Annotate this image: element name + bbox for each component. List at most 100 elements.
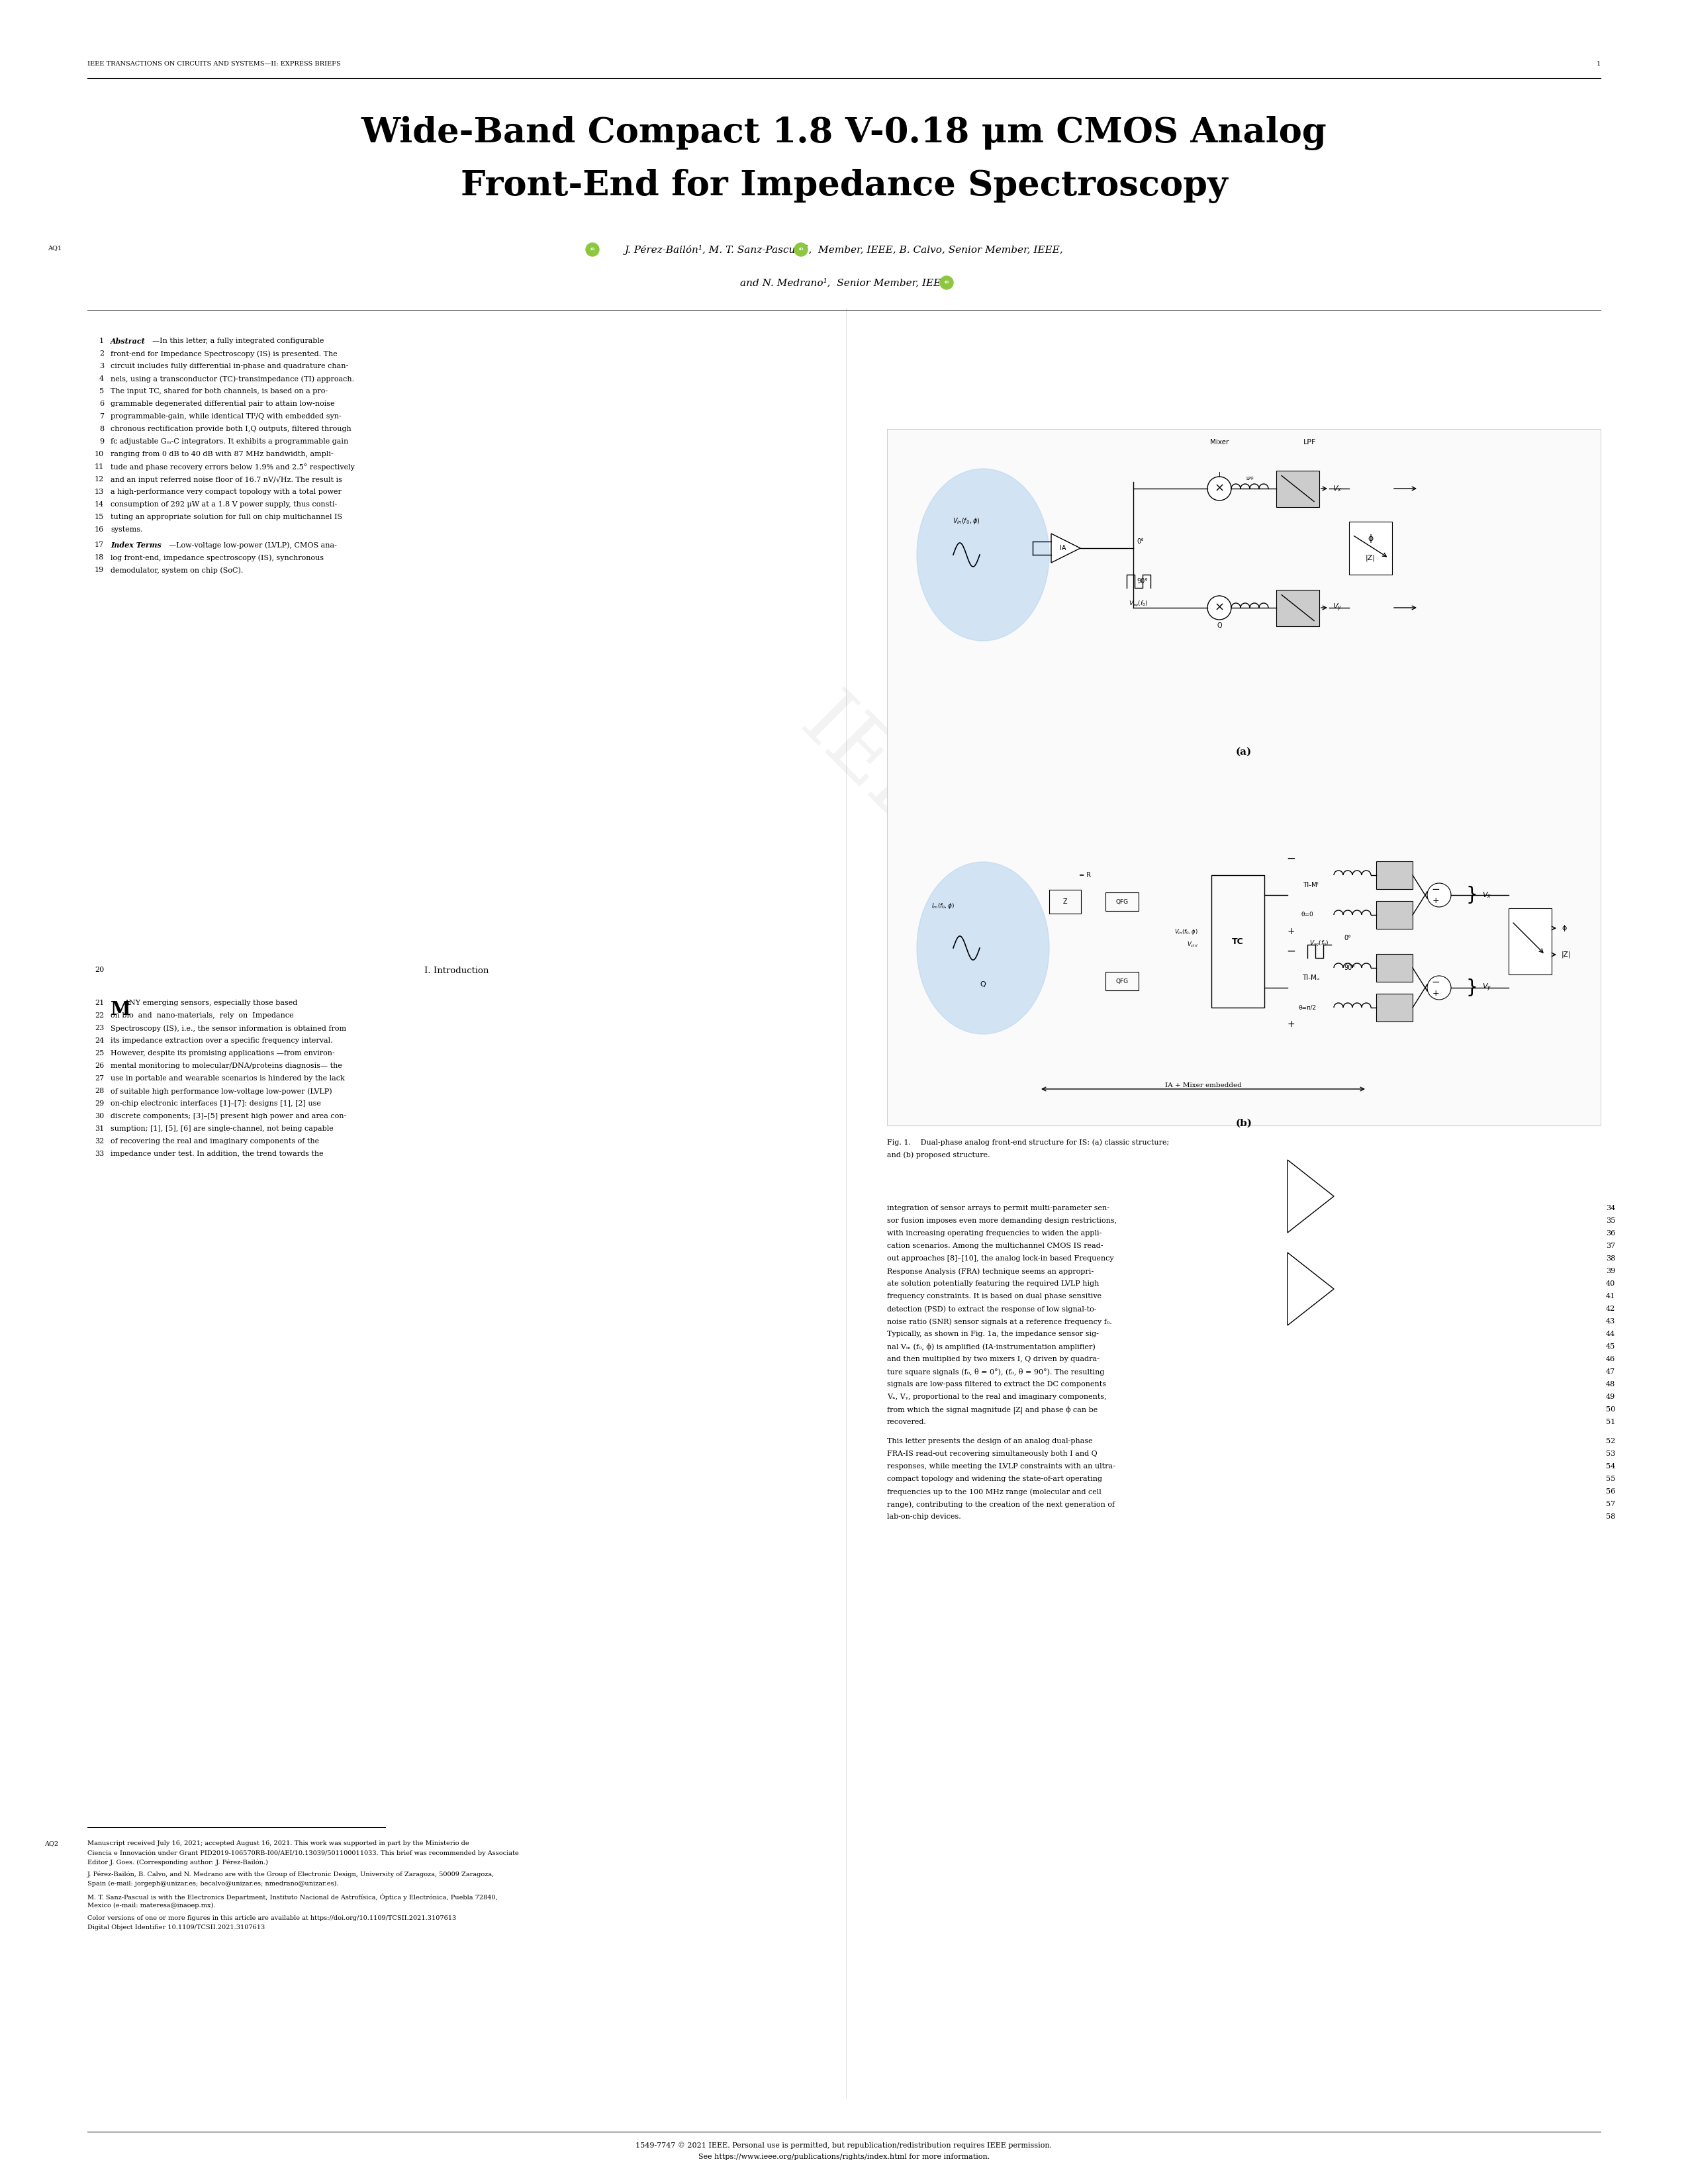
Text: Manuscript received July 16, 2021; accepted August 16, 2021. This work was suppo: Manuscript received July 16, 2021; accep… bbox=[88, 1841, 469, 1845]
Text: 55: 55 bbox=[1605, 1476, 1615, 1483]
Text: 14: 14 bbox=[95, 500, 105, 507]
Text: 5: 5 bbox=[100, 389, 105, 395]
Text: 1549-7747 © 2021 IEEE. Personal use is permitted, but republication/redistributi: 1549-7747 © 2021 IEEE. Personal use is p… bbox=[636, 2143, 1052, 2149]
Text: on-chip electronic interfaces [1]–[7]: designs [1], [2] use: on-chip electronic interfaces [1]–[7]: d… bbox=[110, 1101, 321, 1107]
Text: However, despite its promising applications —from environ-: However, despite its promising applicati… bbox=[110, 1051, 334, 1057]
Text: 25: 25 bbox=[95, 1051, 105, 1057]
Text: I. Introduction: I. Introduction bbox=[424, 968, 490, 974]
Text: 48: 48 bbox=[1605, 1380, 1615, 1387]
Text: 90°: 90° bbox=[1344, 965, 1355, 972]
Text: Q: Q bbox=[981, 981, 986, 987]
Text: Q: Q bbox=[1217, 622, 1222, 629]
Text: (b): (b) bbox=[1236, 1118, 1252, 1129]
Text: Wide-Band Compact 1.8 V-0.18 μm CMOS Analog: Wide-Band Compact 1.8 V-0.18 μm CMOS Ana… bbox=[361, 116, 1327, 151]
Text: The input TC, shared for both channels, is based on a pro-: The input TC, shared for both channels, … bbox=[110, 389, 327, 395]
Ellipse shape bbox=[917, 863, 1050, 1033]
Text: 20: 20 bbox=[95, 968, 105, 974]
Text: J. Pérez-Bailón, B. Calvo, and N. Medrano are with the Group of Electronic Desig: J. Pérez-Bailón, B. Calvo, and N. Medran… bbox=[88, 1872, 495, 1878]
Bar bbox=[1376, 902, 1413, 928]
Text: AQ2: AQ2 bbox=[44, 1841, 59, 1845]
Text: Front-End for Impedance Spectroscopy: Front-End for Impedance Spectroscopy bbox=[461, 168, 1227, 203]
Text: $V_{in}(f_0,\phi)$: $V_{in}(f_0,\phi)$ bbox=[952, 515, 981, 526]
Text: J. Pérez-Bailón¹, M. T. Sanz-Pascual¹,  Member, IEEE, B. Calvo, Senior Member, I: J. Pérez-Bailón¹, M. T. Sanz-Pascual¹, M… bbox=[625, 245, 1063, 256]
Text: 38: 38 bbox=[1605, 1256, 1615, 1262]
Text: and an input referred noise floor of 16.7 nV/√Hz. The result is: and an input referred noise floor of 16.… bbox=[110, 476, 343, 483]
Text: iD: iD bbox=[591, 249, 594, 251]
Text: ϕ: ϕ bbox=[1561, 924, 1566, 930]
Text: mental monitoring to molecular/DNA/proteins diagnosis— the: mental monitoring to molecular/DNA/prote… bbox=[110, 1064, 343, 1070]
Text: circuit includes fully differential in-phase and quadrature chan-: circuit includes fully differential in-p… bbox=[110, 363, 348, 369]
Bar bbox=[1050, 889, 1080, 913]
Bar bbox=[886, 428, 1600, 1125]
Text: grammable degenerated differential pair to attain low-noise: grammable degenerated differential pair … bbox=[110, 400, 334, 406]
Text: lab-on-chip devices.: lab-on-chip devices. bbox=[886, 1514, 960, 1520]
Text: and then multiplied by two mixers I, Q driven by quadra-: and then multiplied by two mixers I, Q d… bbox=[886, 1356, 1099, 1363]
Text: 34: 34 bbox=[1605, 1206, 1615, 1212]
Text: range), contributing to the creation of the next generation of: range), contributing to the creation of … bbox=[886, 1500, 1114, 1507]
Text: ×: × bbox=[1214, 483, 1224, 494]
Text: 57: 57 bbox=[1605, 1500, 1615, 1507]
Text: 0°: 0° bbox=[1136, 537, 1144, 544]
Text: 26: 26 bbox=[95, 1064, 105, 1070]
Bar bbox=[1376, 994, 1413, 1022]
Text: LPF: LPF bbox=[1246, 476, 1254, 480]
Text: $V_y$: $V_y$ bbox=[1332, 603, 1342, 614]
Text: 30: 30 bbox=[95, 1114, 105, 1120]
Text: 90°: 90° bbox=[1136, 579, 1148, 585]
Text: 41: 41 bbox=[1605, 1293, 1615, 1299]
Text: +: + bbox=[1433, 895, 1440, 904]
Circle shape bbox=[1426, 882, 1452, 906]
Text: recovered.: recovered. bbox=[886, 1420, 927, 1426]
Text: 47: 47 bbox=[1605, 1369, 1615, 1376]
Text: frequencies up to the 100 MHz range (molecular and cell: frequencies up to the 100 MHz range (mol… bbox=[886, 1487, 1101, 1496]
Text: (a): (a) bbox=[1236, 747, 1252, 756]
Text: 53: 53 bbox=[1605, 1450, 1615, 1457]
Text: $V_y$: $V_y$ bbox=[1482, 983, 1492, 994]
Text: a high-performance very compact topology with a total power: a high-performance very compact topology… bbox=[110, 489, 341, 496]
Text: 22: 22 bbox=[95, 1011, 105, 1020]
Text: compact topology and widening the state-of-art operating: compact topology and widening the state-… bbox=[886, 1476, 1102, 1483]
Text: 7: 7 bbox=[100, 413, 105, 419]
Text: ate solution potentially featuring the required LVLP high: ate solution potentially featuring the r… bbox=[886, 1280, 1099, 1286]
Circle shape bbox=[795, 242, 807, 256]
Text: out approaches [8]–[10], the analog lock-in based Frequency: out approaches [8]–[10], the analog lock… bbox=[886, 1256, 1114, 1262]
Text: discrete components; [3]–[5] present high power and area con-: discrete components; [3]–[5] present hig… bbox=[110, 1114, 346, 1120]
Bar bbox=[1376, 860, 1413, 889]
Text: on bio  and  nano-materials,  rely  on  Impedance: on bio and nano-materials, rely on Imped… bbox=[110, 1011, 294, 1020]
Text: 4: 4 bbox=[100, 376, 105, 382]
Text: sor fusion imposes even more demanding design restrictions,: sor fusion imposes even more demanding d… bbox=[886, 1216, 1117, 1223]
Text: See https://www.ieee.org/publications/rights/index.html for more information.: See https://www.ieee.org/publications/ri… bbox=[699, 2153, 989, 2160]
Bar bbox=[1106, 893, 1139, 911]
Text: M: M bbox=[110, 1000, 132, 1020]
Text: signals are low-pass filtered to extract the DC components: signals are low-pass filtered to extract… bbox=[886, 1380, 1106, 1387]
Text: 35: 35 bbox=[1605, 1216, 1615, 1223]
Text: }: } bbox=[1465, 887, 1477, 904]
Text: FRA-IS read-out recovering simultaneously both I and Q: FRA-IS read-out recovering simultaneousl… bbox=[886, 1450, 1097, 1457]
Text: 42: 42 bbox=[1605, 1306, 1615, 1313]
Text: −: − bbox=[1431, 885, 1440, 895]
Text: 54: 54 bbox=[1605, 1463, 1615, 1470]
Text: +: + bbox=[1433, 989, 1440, 998]
Text: Abstract: Abstract bbox=[110, 339, 145, 345]
Text: |Z|: |Z| bbox=[1366, 555, 1376, 561]
Text: nal Vᵢₙ (f₀, ϕ) is amplified (IA-instrumentation amplifier): nal Vᵢₙ (f₀, ϕ) is amplified (IA-instrum… bbox=[886, 1343, 1096, 1350]
Bar bbox=[1376, 954, 1413, 983]
Circle shape bbox=[1426, 976, 1452, 1000]
Text: 9: 9 bbox=[100, 439, 105, 446]
Text: 29: 29 bbox=[95, 1101, 105, 1107]
Text: Fig. 1.  Dual-phase analog front-end structure for IS: (a) classic structure;: Fig. 1. Dual-phase analog front-end stru… bbox=[886, 1138, 1170, 1147]
Text: ANY emerging sensors, especially those based: ANY emerging sensors, especially those b… bbox=[123, 1000, 297, 1007]
Text: TI-Mᵤ: TI-Mᵤ bbox=[1301, 974, 1320, 981]
Text: frequency constraints. It is based on dual phase sensitive: frequency constraints. It is based on du… bbox=[886, 1293, 1102, 1299]
Text: programmable-gain, while identical TIᴵ/Q with embedded syn-: programmable-gain, while identical TIᴵ/Q… bbox=[110, 413, 341, 419]
Text: 40: 40 bbox=[1605, 1280, 1615, 1286]
Text: noise ratio (SNR) sensor signals at a reference frequency f₀.: noise ratio (SNR) sensor signals at a re… bbox=[886, 1319, 1112, 1326]
Text: Vₓ, Vᵧ, proportional to the real and imaginary components,: Vₓ, Vᵧ, proportional to the real and ima… bbox=[886, 1393, 1107, 1400]
Text: 1: 1 bbox=[1597, 61, 1600, 68]
Text: integration of sensor arrays to permit multi-parameter sen-: integration of sensor arrays to permit m… bbox=[886, 1206, 1109, 1212]
Text: = R: = R bbox=[1079, 871, 1090, 878]
Text: $V_x$: $V_x$ bbox=[1332, 485, 1342, 494]
Bar bbox=[1276, 590, 1320, 627]
Text: θ=0: θ=0 bbox=[1301, 913, 1313, 917]
Text: —Low-voltage low-power (LVLP), CMOS ana-: —Low-voltage low-power (LVLP), CMOS ana- bbox=[169, 542, 338, 548]
